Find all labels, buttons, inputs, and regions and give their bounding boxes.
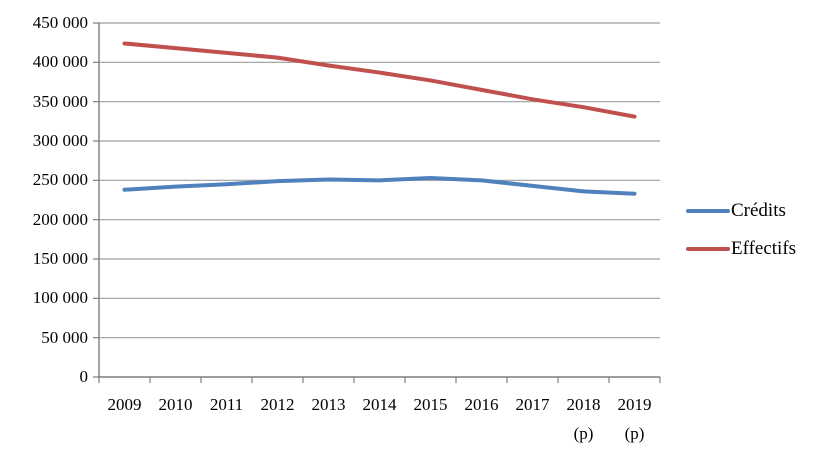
- x-tick-label-year: 2016: [464, 395, 499, 414]
- x-tick-label: 2018 (p): [555, 390, 613, 448]
- y-tick-label: 400 000: [32, 52, 88, 72]
- legend: Crédits Effectifs: [686, 197, 796, 262]
- x-tick-label-year: 2015: [413, 395, 448, 414]
- x-tick-label: 2016: [453, 390, 511, 419]
- x-tick-label: 2010: [147, 390, 205, 419]
- y-tick-label: 100 000: [32, 288, 88, 308]
- y-tick-label: 300 000: [32, 131, 88, 150]
- x-tick-label-year: 2013: [311, 395, 346, 414]
- legend-item-effectifs: Effectifs: [686, 235, 796, 262]
- x-tick-label-provisional: (p): [624, 424, 645, 443]
- credits-line-marker: [686, 208, 730, 213]
- legend-label-effectifs: Effectifs: [731, 237, 797, 259]
- x-tick-label: 2012: [249, 390, 307, 419]
- x-tick-label: 2015: [402, 390, 460, 419]
- series-line-effectifs: [122, 41, 637, 119]
- y-tick-label: 150 000: [32, 249, 88, 268]
- legend-label-credits: Crédits: [731, 199, 786, 221]
- y-tick-label: 50 000: [41, 327, 88, 347]
- x-tick-label: 2014: [351, 390, 409, 419]
- x-tick-label-provisional: (p): [573, 424, 594, 443]
- legend-item-credits: Crédits: [686, 197, 796, 224]
- x-tick-label: 2009: [96, 390, 154, 419]
- y-tick-label: 250 000: [32, 170, 88, 190]
- y-tick-label: 450 000: [32, 13, 88, 32]
- x-tick-label-year: 2014: [362, 395, 397, 414]
- y-tick-label: 350 000: [32, 91, 88, 111]
- x-tick-label-year: 2011: [209, 395, 244, 414]
- x-tick-label-year: 2009: [107, 395, 142, 414]
- x-tick-label-year: 2010: [158, 395, 193, 414]
- x-tick-label-year: 2019: [617, 395, 652, 414]
- x-tick-label: 2019 (p): [606, 390, 664, 448]
- y-tick-label: 200 000: [32, 209, 88, 229]
- x-tick-label-year: 2018: [566, 395, 601, 414]
- x-tick-label-year: 2012: [260, 395, 295, 414]
- effectifs-line-marker: [686, 246, 730, 251]
- x-tick-label-year: 2017: [515, 395, 550, 414]
- x-tick-label: 2013: [300, 390, 358, 419]
- series-line-crdits: [122, 175, 637, 196]
- x-tick-label: 2017: [504, 390, 562, 419]
- y-tick-label: 0: [79, 367, 89, 386]
- x-tick-label: 2011: [198, 390, 256, 419]
